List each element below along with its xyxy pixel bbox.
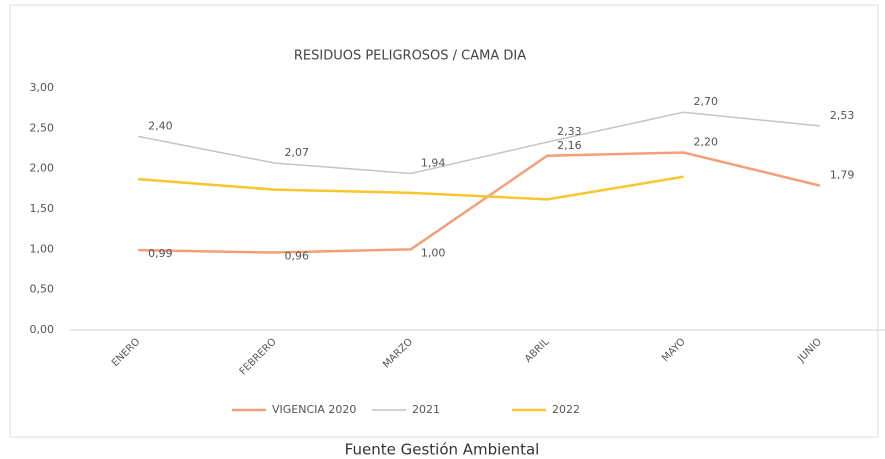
data-label: 2,70 — [694, 95, 719, 108]
data-label: 2,33 — [557, 125, 582, 138]
data-label: 2,07 — [285, 146, 310, 159]
data-label: 2,16 — [557, 139, 582, 152]
legend-label: VIGENCIA 2020 — [272, 403, 356, 416]
legend-label: 2021 — [412, 403, 440, 416]
y-tick-label: 0,50 — [30, 283, 55, 296]
y-tick-label: 2,00 — [30, 162, 55, 175]
y-tick-label: 1,00 — [30, 242, 55, 255]
data-label: 1,00 — [421, 246, 446, 259]
y-tick-label: 2,50 — [30, 121, 55, 134]
legend-label: 2022 — [552, 403, 580, 416]
chart-title: RESIDUOS PELIGROSOS / CAMA DIA — [294, 49, 526, 64]
y-tick-label: 3,00 — [30, 81, 55, 94]
data-label: 2,40 — [148, 119, 173, 132]
data-label: 2,53 — [830, 109, 855, 122]
data-label: 2,20 — [694, 136, 719, 149]
caption: Fuente Gestión Ambiental — [345, 441, 540, 459]
series-line — [138, 111, 820, 175]
chart-frame — [9, 4, 879, 438]
data-label: 1,94 — [421, 157, 446, 170]
series-line — [138, 151, 821, 254]
data-label: 1,79 — [830, 169, 855, 182]
y-tick-label: 1,50 — [30, 202, 55, 215]
data-label: 0,99 — [148, 247, 173, 260]
y-tick-label: 0,00 — [30, 323, 55, 336]
data-label: 0,96 — [285, 250, 310, 263]
series-line — [138, 175, 684, 201]
